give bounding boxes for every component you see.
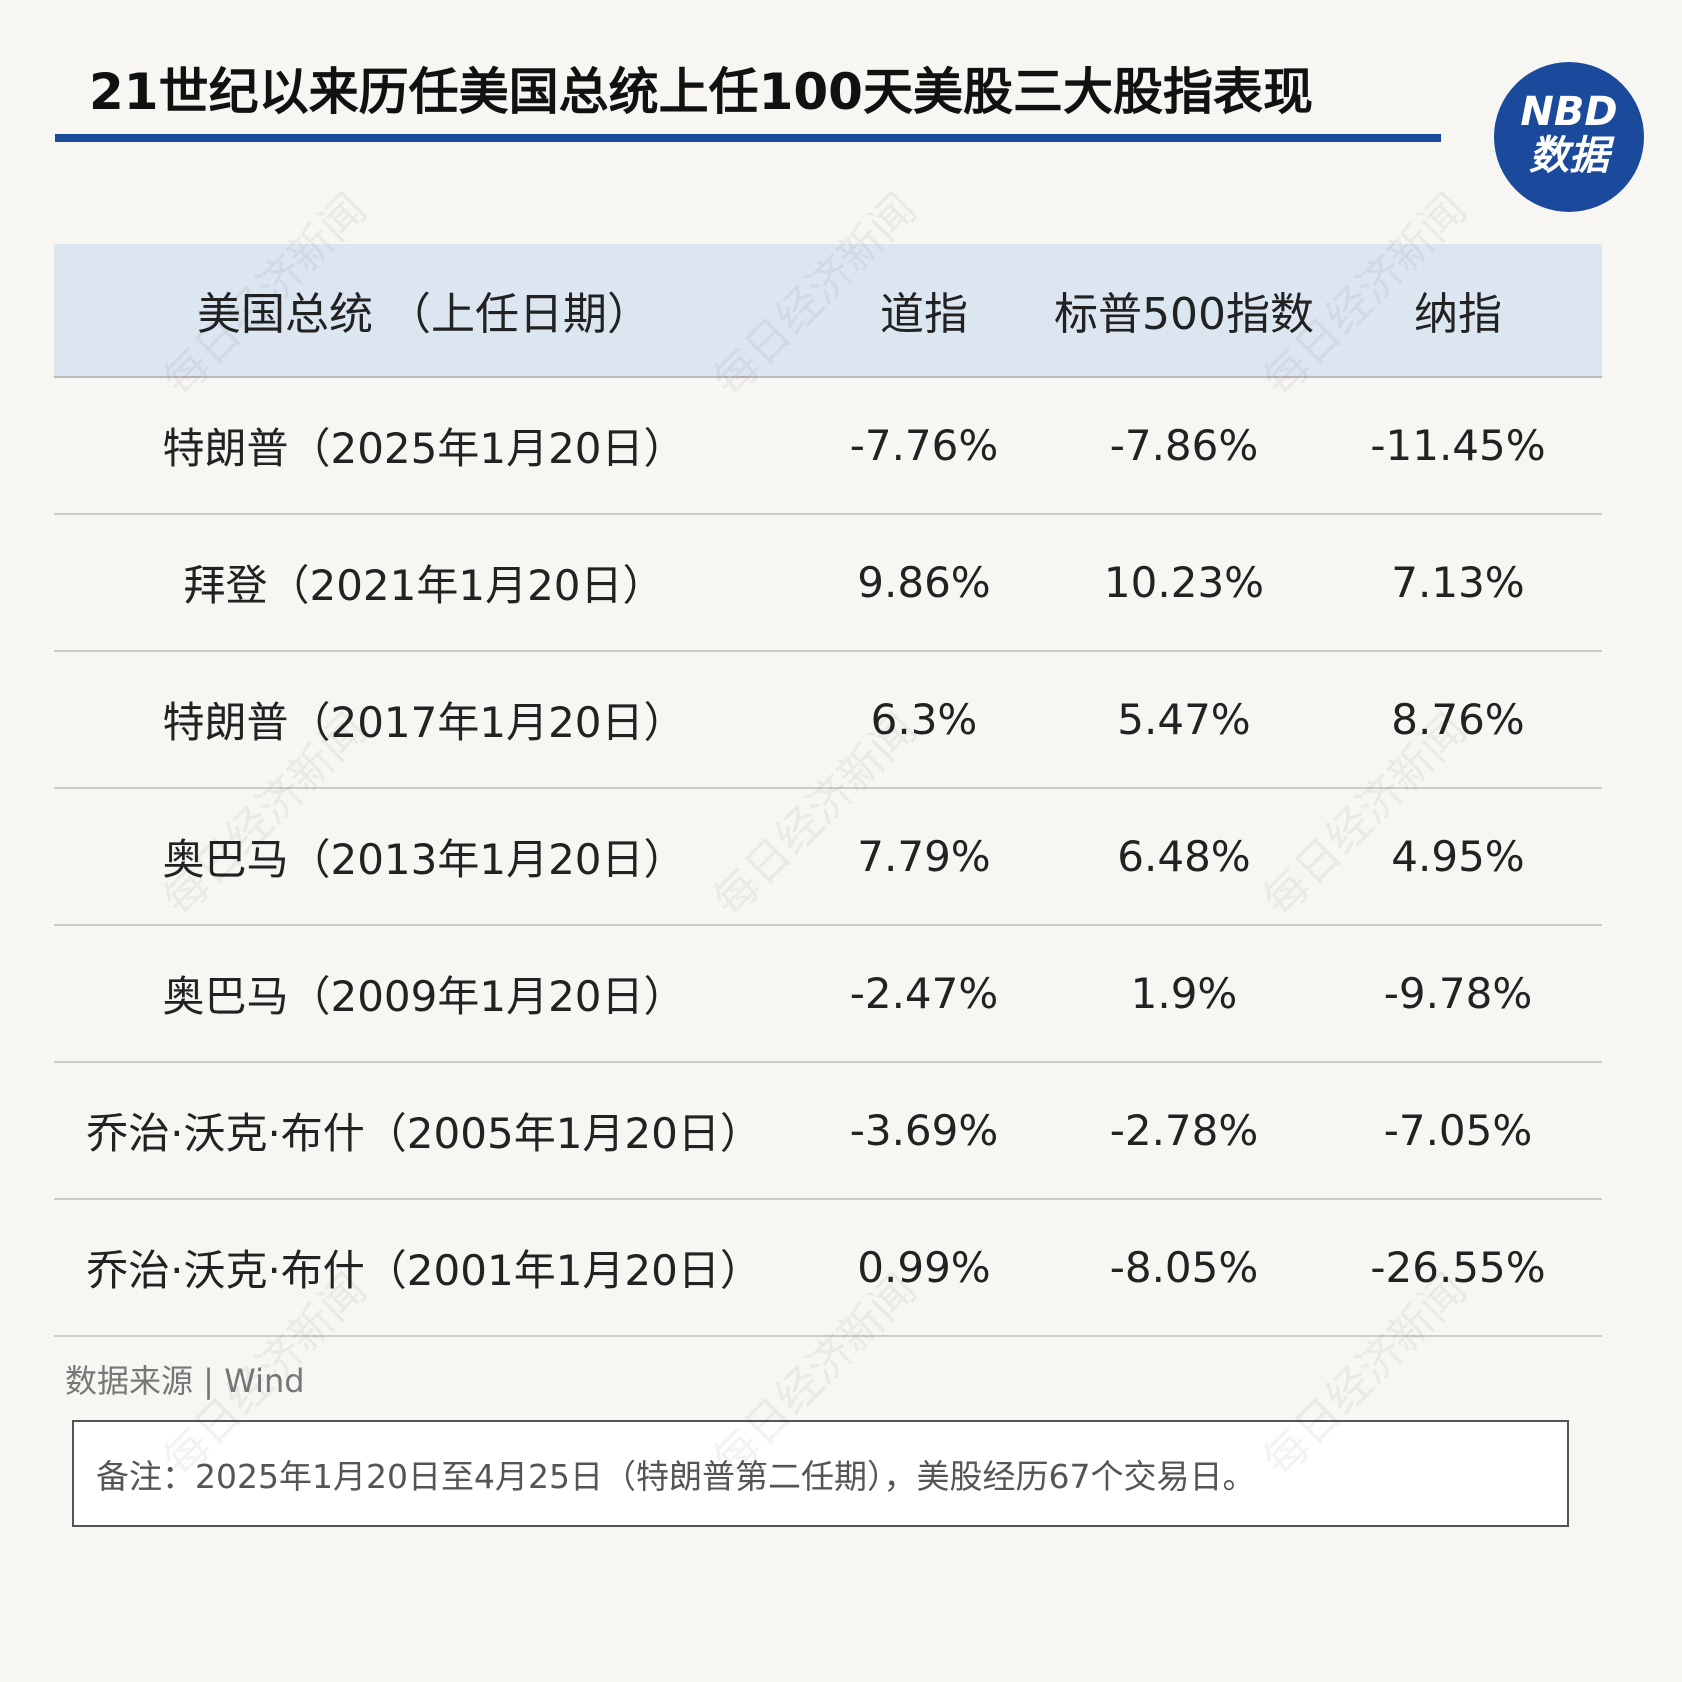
header-row: 美国总统 （上任日期） 道指 标普500指数 纳指 — [54, 244, 1602, 378]
value-cell: -2.47% — [849, 969, 999, 1018]
header-cell: 纳指 — [1414, 289, 1502, 340]
value-cell: 6.3% — [870, 695, 978, 744]
president-cell: 奥巴马（2013年1月20日） — [162, 835, 686, 884]
president-cell: 拜登（2021年1月20日） — [183, 561, 665, 610]
value-cell: 7.13% — [1391, 558, 1525, 607]
president-cell: 奥巴马（2009年1月20日） — [162, 972, 686, 1021]
logo-text: 数据 — [1529, 133, 1609, 179]
table: 美国总统 （上任日期） 道指 标普500指数 纳指特朗普（2025年1月20日） -7.… — [54, 244, 1602, 1337]
note: 备注：2025年1月20日至4月25日（特朗普第二任期），美股经历67个交易日。 — [72, 1420, 1569, 1527]
table-row: 乔治·沃克·布什（2001年1月20日） 0.99% -8.05% -26.55% — [54, 1200, 1602, 1337]
logo-text: NBD — [1520, 89, 1618, 135]
value-cell: 5.47% — [1117, 695, 1251, 744]
president-cell: 乔治·沃克·布什（2001年1月20日） — [86, 1246, 762, 1295]
title: 21世纪以来历任美国总统上任100天美股三大股指表现 — [89, 63, 1313, 121]
value-cell: -26.55% — [1370, 1243, 1546, 1292]
table-row: 拜登（2021年1月20日） 9.86% 10.23% 7.13% — [54, 515, 1602, 652]
header-cell: 道指 — [880, 289, 968, 340]
president-cell: 特朗普（2025年1月20日） — [162, 424, 686, 473]
logo: NBD 数据 — [1494, 62, 1644, 212]
table-row: 特朗普（2025年1月20日） -7.76% -7.86% -11.45% — [54, 378, 1602, 515]
value-cell: -7.86% — [1109, 421, 1259, 470]
header-cell: 标普500指数 — [1054, 289, 1314, 340]
value-cell: 9.86% — [857, 558, 991, 607]
president-cell: 乔治·沃克·布什（2005年1月20日） — [86, 1109, 762, 1158]
value-cell: -2.78% — [1109, 1106, 1259, 1155]
header-cell: 美国总统 （上任日期） — [197, 289, 651, 340]
value-cell: 10.23% — [1103, 558, 1265, 607]
value-cell: -3.69% — [849, 1106, 999, 1155]
value-cell: -8.05% — [1109, 1243, 1259, 1292]
source: 数据来源 | Wind — [65, 1362, 305, 1400]
value-cell: 6.48% — [1117, 832, 1251, 881]
table-row: 奥巴马（2013年1月20日） 7.79% 6.48% 4.95% — [54, 789, 1602, 926]
value-cell: -7.05% — [1383, 1106, 1533, 1155]
president-cell: 特朗普（2017年1月20日） — [162, 698, 686, 747]
table-row: 乔治·沃克·布什（2005年1月20日） -3.69% -2.78% -7.05% — [54, 1063, 1602, 1200]
value-cell: -11.45% — [1370, 421, 1546, 470]
value-cell: -7.76% — [849, 421, 999, 470]
table-row: 特朗普（2017年1月20日） 6.3% 5.47% 8.76% — [54, 652, 1602, 789]
table-row: 奥巴马（2009年1月20日） -2.47% 1.9% -9.78% — [54, 926, 1602, 1063]
value-cell: 8.76% — [1391, 695, 1525, 744]
value-cell: 0.99% — [857, 1243, 991, 1292]
value-cell: 7.79% — [857, 832, 991, 881]
value-cell: 1.9% — [1130, 969, 1238, 1018]
value-cell: 4.95% — [1391, 832, 1525, 881]
value-cell: -9.78% — [1383, 969, 1533, 1018]
title-rule — [55, 134, 1441, 142]
